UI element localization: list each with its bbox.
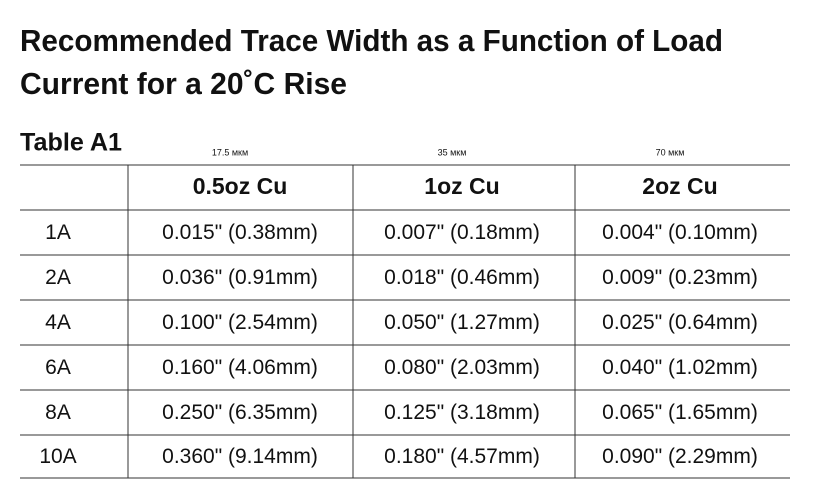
table-cell: 0.040" (1.02mm) xyxy=(602,356,758,379)
row-header: 6A xyxy=(45,356,71,379)
column-header: 0.5oz Cu xyxy=(193,173,288,199)
table-cell: 0.018" (0.46mm) xyxy=(384,266,540,289)
row-header: 10A xyxy=(39,445,76,468)
table-cell: 0.015" (0.38mm) xyxy=(162,221,318,244)
thickness-note: 70 мкм xyxy=(656,147,685,157)
thickness-note: 17.5 мкм xyxy=(212,147,248,157)
thickness-note: 35 мкм xyxy=(438,147,467,157)
table-cell: 0.004" (0.10mm) xyxy=(602,221,758,244)
title-line: Recommended Trace Width as a Function of… xyxy=(20,23,723,58)
row-header: 4A xyxy=(45,311,71,334)
table-cell: 0.250" (6.35mm) xyxy=(162,401,318,424)
table-cell: 0.125" (3.18mm) xyxy=(384,401,540,424)
table-cell: 0.007" (0.18mm) xyxy=(384,221,540,244)
column-header: 1oz Cu xyxy=(424,173,499,199)
table-cell: 0.100" (2.54mm) xyxy=(162,311,318,334)
title-line: Current for a 20˚C Rise xyxy=(20,66,347,101)
table-cell: 0.036" (0.91mm) xyxy=(162,266,318,289)
table-label: Table A1 xyxy=(20,129,122,157)
row-header: 8A xyxy=(45,401,71,424)
table-cell: 0.009" (0.23mm) xyxy=(602,266,758,289)
table-cell: 0.360" (9.14mm) xyxy=(162,445,318,468)
table-cell: 0.080" (2.03mm) xyxy=(384,356,540,379)
table-cell: 0.160" (4.06mm) xyxy=(162,356,318,379)
table-cell: 0.180" (4.57mm) xyxy=(384,445,540,468)
table-cell: 0.065" (1.65mm) xyxy=(602,401,758,424)
column-header: 2oz Cu xyxy=(642,173,717,199)
table-cell: 0.090" (2.29mm) xyxy=(602,445,758,468)
table-cell: 0.025" (0.64mm) xyxy=(602,311,758,334)
row-header: 2A xyxy=(45,266,71,289)
row-header: 1A xyxy=(45,221,71,244)
table-cell: 0.050" (1.27mm) xyxy=(384,311,540,334)
